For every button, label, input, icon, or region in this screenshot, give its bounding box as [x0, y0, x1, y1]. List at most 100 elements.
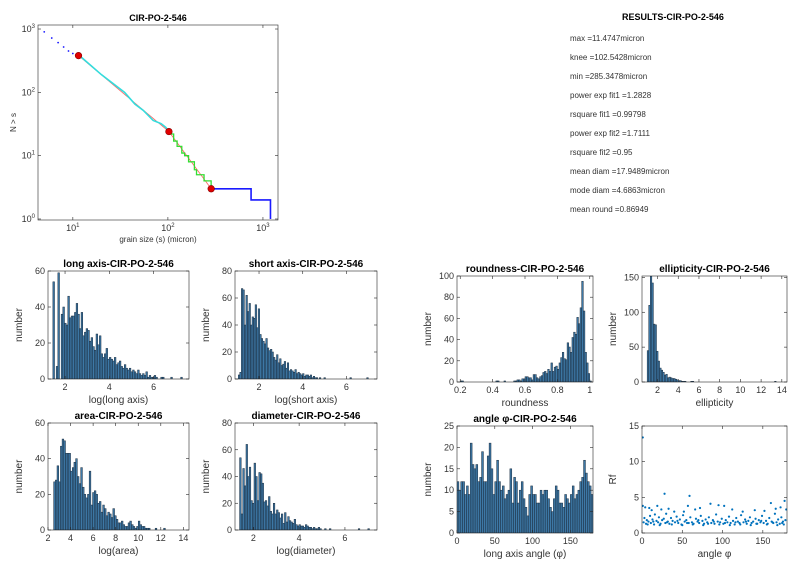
scatter-point: [687, 521, 690, 525]
histogram-bar: [519, 489, 522, 533]
histogram-bar: [684, 381, 687, 382]
scatter-point: [747, 519, 750, 522]
histogram-bar: [100, 511, 103, 530]
scatter-point: [773, 512, 777, 515]
scatter-point: [757, 519, 760, 522]
scatter-point: [691, 523, 694, 526]
series-segment-1: [79, 55, 170, 133]
x-tick-label: 2: [655, 385, 660, 395]
histogram-bar: [583, 310, 586, 382]
histogram-bar: [585, 472, 588, 533]
histogram-bar: [505, 494, 509, 533]
scatter-point: [648, 514, 652, 517]
histogram-bar: [121, 520, 124, 530]
scatter-point: [653, 513, 656, 516]
scatter-point: [723, 521, 727, 525]
scatter-point: [656, 504, 659, 507]
histogram-bar: [502, 485, 505, 533]
break-point-marker: [74, 52, 83, 60]
chart-ellip: 2 4 6 8 10 12 14 0 50 100 150 ellipticity-CIR-PO-2-…: [608, 264, 788, 409]
histogram-bar: [95, 494, 98, 530]
plot-marks: [646, 276, 777, 382]
plot-marks: [43, 31, 272, 219]
histogram-bar: [55, 479, 58, 530]
scatter-point: [781, 521, 784, 525]
y-tick-label: 40: [222, 320, 232, 330]
scatter-point: [649, 521, 652, 525]
x-axis-label: log(area): [98, 546, 138, 557]
histogram-bar: [511, 502, 514, 533]
x-tick-label: 50: [490, 536, 500, 546]
scatter-point: [744, 518, 747, 521]
scatter-point: [749, 524, 752, 527]
axes-box: [47, 270, 190, 380]
chart-angle: 0 50 100 150 0 5 10 15 20 25 angle φ-CIR-PO-2-546 l…: [423, 414, 594, 560]
scatter-point: [736, 520, 739, 523]
scatter-point: [760, 514, 764, 517]
results-line: mean diam =17.9489micron: [570, 167, 670, 176]
x-tick-label: 0.6: [519, 385, 532, 395]
chart-title: long axis-CIR-PO-2-546: [63, 259, 174, 270]
x-tick-label: 6: [696, 385, 701, 395]
scatter-point: [676, 519, 679, 522]
histogram-bar: [248, 466, 252, 530]
y-tick-label: 10: [444, 485, 454, 495]
scatter-point: [648, 506, 651, 510]
histogram-bar: [568, 502, 571, 533]
y-tick-label: 0: [227, 525, 232, 535]
scatter-point: [663, 492, 666, 495]
y-tick-label: 100: [624, 307, 639, 317]
data-point: [43, 31, 46, 33]
scatter-point: [698, 521, 701, 525]
scatter-point: [701, 519, 704, 522]
chart-title: short axis-CIR-PO-2-546: [249, 259, 364, 270]
histogram-bar: [57, 272, 60, 379]
scatter-point: [724, 519, 727, 522]
y-tick-label: 15: [629, 421, 639, 431]
scatter-point: [678, 518, 681, 521]
histogram-bar: [466, 485, 469, 533]
scatter-point: [779, 506, 782, 509]
histogram-bar: [556, 489, 560, 533]
histogram-bar: [462, 481, 465, 533]
histogram-bar: [586, 362, 589, 382]
y-tick-label: 0: [449, 377, 454, 387]
scatter-point: [681, 524, 684, 527]
histogram-bar: [566, 498, 569, 533]
histogram-bar: [52, 281, 55, 379]
results-line: mean round =0.86949: [570, 205, 649, 214]
scatter-point: [682, 510, 685, 513]
histogram-bar: [520, 481, 524, 533]
y-tick-label: 20: [35, 338, 45, 348]
results-line: rsquare fit2 =0.95: [570, 148, 633, 157]
histogram-bar: [70, 470, 73, 530]
y-axis-label: number: [14, 307, 25, 342]
histogram-bar: [73, 461, 76, 530]
chart-rf: 0 50 100 150 0 5 10 15 angle φ Rf: [608, 421, 788, 560]
scatter-point: [694, 517, 698, 520]
histogram-bar: [82, 486, 85, 530]
scatter-point: [728, 524, 731, 527]
scatter-point: [762, 521, 765, 525]
x-tick-label: 2: [257, 382, 262, 392]
y-tick-label: 40: [35, 454, 45, 464]
histogram-bar: [80, 467, 83, 530]
results-line: rsquare fit1 =0.99798: [570, 110, 646, 119]
histogram-bar: [170, 376, 173, 379]
histogram-bar: [774, 381, 777, 382]
histogram-bar: [65, 453, 68, 530]
histogram-bar: [117, 522, 120, 530]
histogram-bar: [87, 494, 90, 530]
axes-box: [47, 422, 190, 531]
scatter-point: [673, 521, 677, 524]
chart-title: ellipticity-CIR-PO-2-546: [659, 264, 770, 275]
histogram-bar: [587, 481, 590, 533]
y-tick-label: 60: [222, 445, 232, 455]
results-line: min =285.3478micron: [570, 72, 648, 81]
x-tick-label: 2: [251, 533, 256, 543]
scatter-point: [702, 524, 705, 527]
histogram-bar: [102, 504, 105, 530]
scatter-point: [777, 518, 780, 521]
scatter-point: [685, 519, 688, 522]
histogram-bar: [498, 481, 501, 533]
